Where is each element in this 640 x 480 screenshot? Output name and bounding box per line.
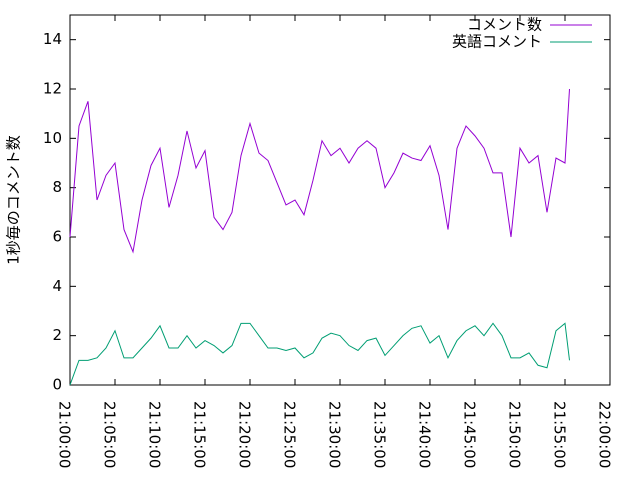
y-tick-label: 10 — [43, 129, 62, 147]
x-tick-label: 21:20:00 — [236, 401, 254, 468]
y-tick-label: 0 — [52, 376, 62, 394]
x-tick-label: 21:00:00 — [56, 401, 74, 468]
legend-label: 英語コメント — [452, 33, 542, 51]
x-tick-label: 21:45:00 — [461, 401, 479, 468]
y-tick-label: 6 — [52, 228, 62, 246]
y-tick-label: 4 — [52, 277, 62, 295]
x-tick-label: 21:55:00 — [551, 401, 569, 468]
x-tick-label: 22:00:00 — [596, 401, 614, 468]
y-tick-label: 12 — [43, 80, 62, 98]
x-tick-label: 21:30:00 — [326, 401, 344, 468]
legend-label: コメント数 — [467, 16, 542, 34]
series-line — [69, 322, 570, 386]
x-tick-label: 21:10:00 — [146, 401, 164, 468]
x-tick-label: 21:50:00 — [506, 401, 524, 468]
x-tick-label: 21:05:00 — [101, 401, 119, 468]
y-tick-label: 2 — [52, 326, 62, 344]
series-line — [69, 88, 570, 254]
x-tick-label: 21:25:00 — [281, 401, 299, 468]
x-tick-label: 21:40:00 — [416, 401, 434, 468]
x-tick-label: 21:35:00 — [371, 401, 389, 468]
y-tick-label: 14 — [43, 30, 62, 48]
x-tick-label: 21:15:00 — [191, 401, 209, 468]
y-tick-label: 8 — [52, 178, 62, 196]
plot-border — [69, 14, 611, 386]
y-axis-label: 1秒毎のコメント数 — [5, 135, 23, 265]
